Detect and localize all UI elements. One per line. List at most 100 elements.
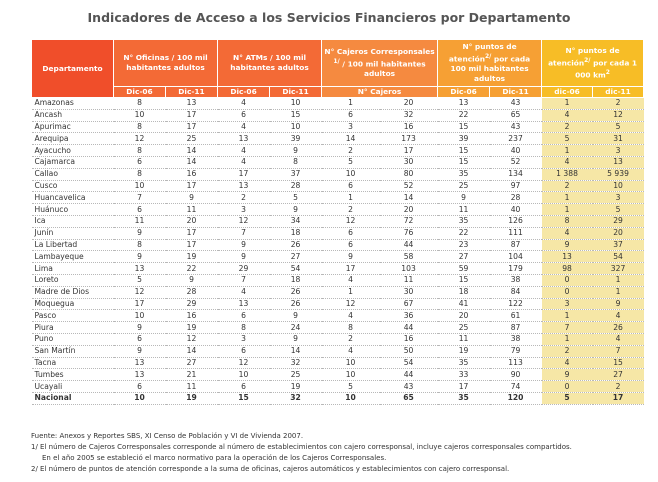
table-cell: 14 [165,144,218,157]
table-row: Tacna 13 27 12 32 10 54 35 113 4 15 [31,357,644,370]
subheader-km-dic06: dic-06 [541,86,594,98]
table-cell: 15 [592,357,644,370]
table-cell: 11 [165,203,218,216]
table-cell: 14 [269,345,322,358]
table-row: Puno 6 12 3 9 2 16 11 38 1 4 [31,333,644,346]
table-cell: 8 [321,321,380,334]
cell-departamento: Ayacucho [31,144,114,157]
table-cell: 22 [165,262,218,275]
table-cell: 23 [437,239,490,252]
table-cell: 4 [592,309,644,323]
table-cell: 20 [437,309,490,323]
table-cell: 9 [217,250,270,264]
table-cell: 27 [269,250,322,264]
cell-departamento: Lambayeque [31,250,114,264]
table-cell: 37 [592,239,644,252]
footnote-1-continued: En el año 2005 se estableció el marco no… [42,454,387,462]
cell-departamento: Callao [31,168,114,181]
table-cell: 11 [437,203,490,216]
table-row: Arequipa 12 25 13 39 14 173 39 237 5 31 [31,132,644,146]
footnote-2: 2/ El número de puntos de atención corre… [31,465,510,473]
source-note: Fuente: Anexos y Reportes SBS, XI Censo … [31,432,304,440]
table-row: Lambayeque 9 19 9 27 9 58 27 104 13 54 [31,250,644,264]
footnotes: Fuente: Anexos y Reportes SBS, XI Censo … [31,431,651,475]
table-cell: 25 [269,368,322,382]
subheader-km-dic11: dic-11 [592,86,645,98]
table-cell: 17 [113,298,166,311]
table-cell: 20 [379,203,438,216]
table-cell: 72 [379,215,438,228]
table-row: Huánuco 6 11 3 9 2 20 11 40 1 5 [31,203,644,216]
table-cell: 2 [541,345,593,358]
table-cell: 4 [217,156,270,169]
table-cell: 6 [113,380,166,393]
table-cell: 38 [489,333,542,346]
table-cell: 12 [321,298,380,311]
table-cell: 31 [592,132,644,146]
subheader-atms-dic06: Dic-06 [217,86,271,98]
table-cell: 2 [321,333,380,346]
table-cell: 14 [165,345,218,358]
table-cell: 26 [592,321,644,334]
table-cell: 6 [113,203,166,216]
header-cajeros: N° Cajeros Corresponsales 1/ / 100 mil h… [321,39,439,87]
table-cell: 76 [379,227,438,240]
table-cell: 65 [379,392,438,405]
table-cell: 87 [489,321,542,334]
table-cell: 5 [592,121,644,134]
table-cell: 5 [321,380,380,393]
table-cell: 21 [165,368,218,382]
table-cell: 15 [217,392,270,405]
table-cell: 5 [541,392,593,405]
table-cell: 18 [269,227,322,240]
table-cell: 5 [592,203,644,216]
table-cell: 3 [217,203,270,216]
table-cell: 10 [321,168,380,181]
table-cell: 113 [489,357,542,370]
header-departamento: Departamento [31,39,114,98]
cell-departamento: Tumbes [31,368,114,382]
table-cell: 4 [321,309,380,323]
table-cell: 5 [113,274,166,287]
table-cell: 43 [489,121,542,134]
table-cell: 12 [165,333,218,346]
table-cell: 11 [165,380,218,393]
table-cell: 25 [437,180,490,193]
table-cell: 327 [592,262,644,275]
table-cell: 12 [321,215,380,228]
cell-departamento: Ucayali [31,380,114,393]
table-cell: 3 [592,191,644,205]
table-cell: 6 [113,156,166,169]
table-cell: 4 [217,144,270,157]
table-cell: 2 [321,203,380,216]
table-cell: 5 [541,132,593,146]
table-cell: 13 [165,97,218,110]
table-cell: 2 [541,180,593,193]
table-cell: 61 [489,309,542,323]
table-cell: 13 [113,262,166,275]
table-cell: 13 [541,250,593,264]
table-cell: 9 [321,250,380,264]
table-row: Tumbes 13 21 10 25 10 44 33 90 9 27 [31,368,644,382]
table-cell: 1 [541,144,593,157]
table-cell: 33 [437,368,490,382]
table-cell: 1 [592,274,644,287]
table-cell: 15 [437,274,490,287]
cell-departamento: Pasco [31,309,114,323]
table-cell: 90 [489,368,542,382]
table-cell: 9 [437,191,490,205]
table-cell: 28 [165,286,218,299]
table-cell: 4 [217,97,270,110]
table-cell: 29 [217,262,270,275]
table-cell: 43 [379,380,438,393]
table-cell: 17 [165,227,218,240]
table-cell: 22 [437,227,490,240]
table-row: Huancavelica 7 9 2 5 1 14 9 28 1 3 [31,191,644,205]
cell-departamento: Amazonas [31,97,114,110]
table-cell: 13 [217,180,270,193]
table-cell: 122 [489,298,542,311]
table-cell: 44 [379,321,438,334]
table-cell: 6 [113,333,166,346]
table-cell: 4 [541,357,593,370]
table-cell: 17 [321,262,380,275]
